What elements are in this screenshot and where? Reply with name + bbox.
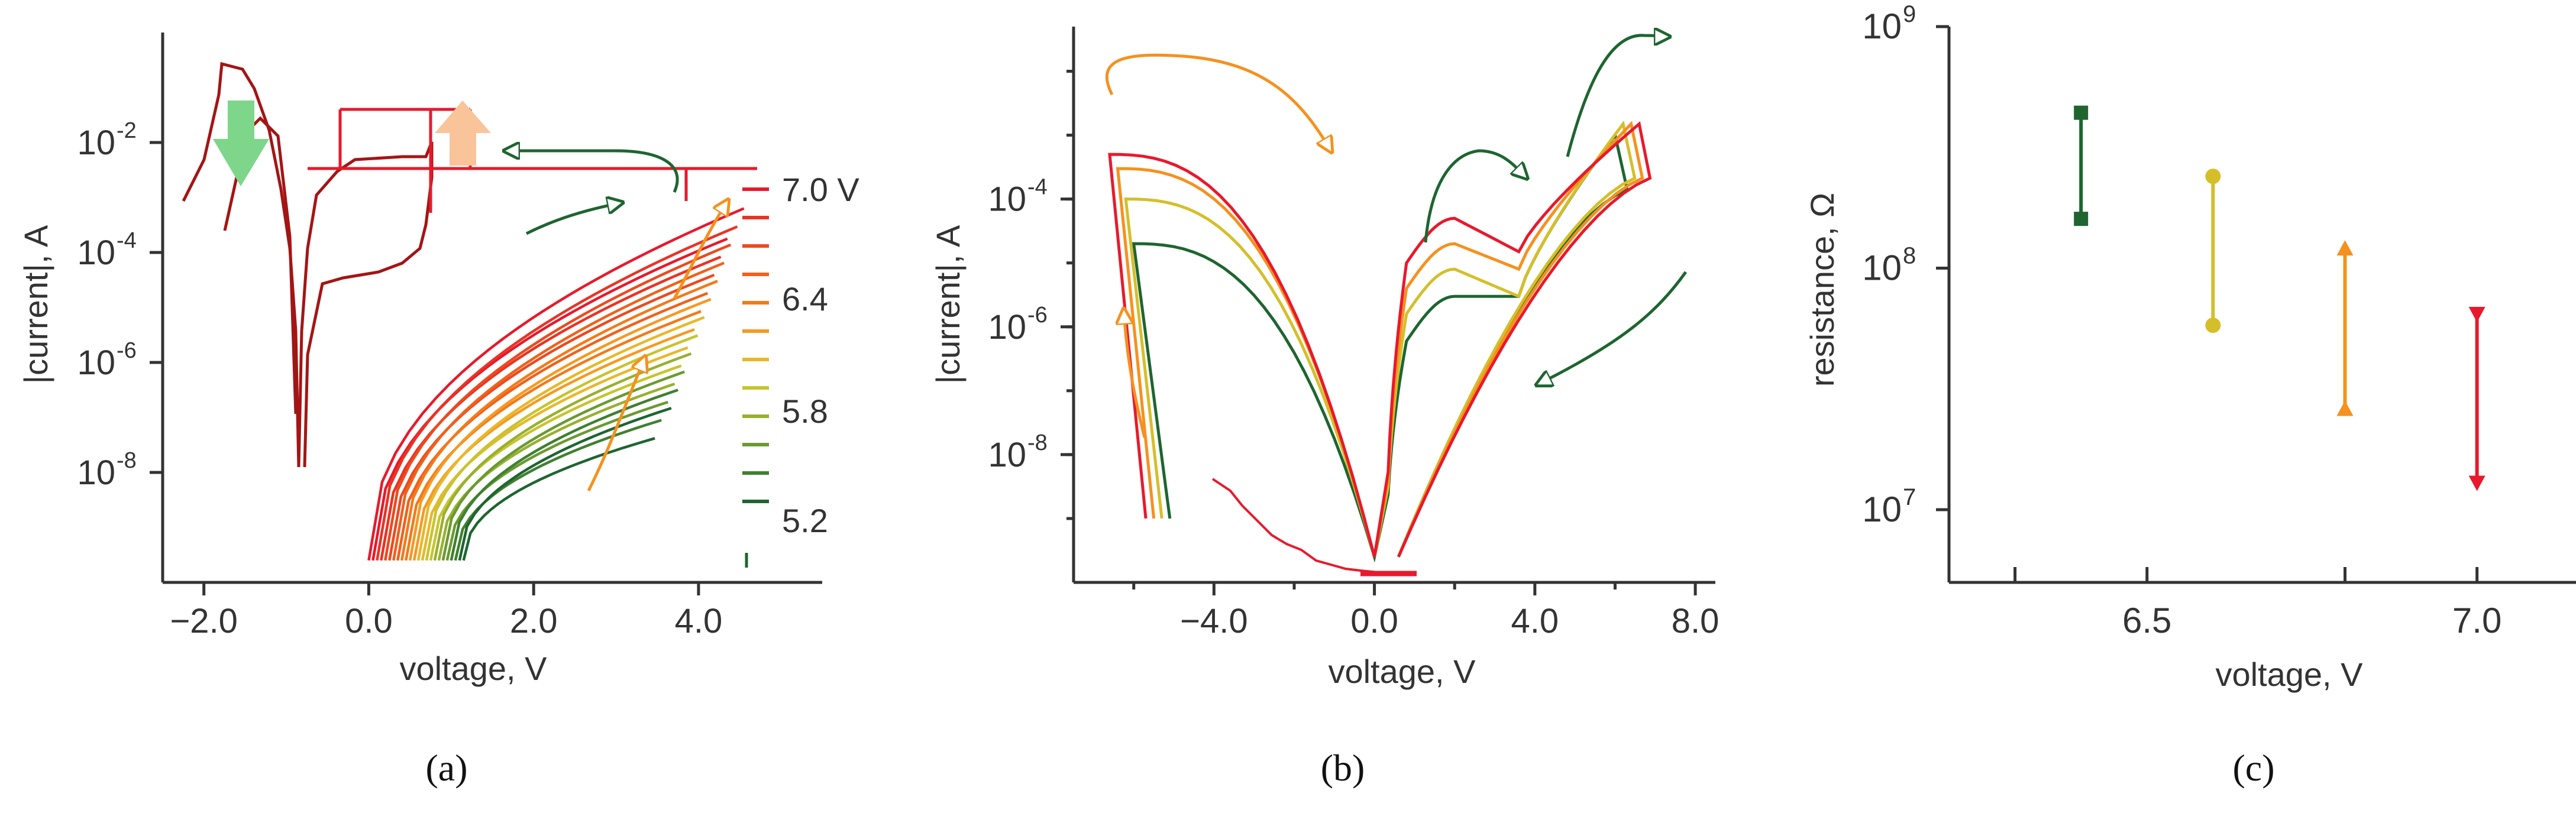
panel-b-iv-curve: [1116, 121, 1644, 558]
panel-a-reset-arrow: [213, 101, 269, 186]
panel-b-green-arrow-2: [1566, 35, 1668, 157]
panel-c-low-marker: [2336, 400, 2354, 416]
panel-a-iv-curve: [392, 261, 725, 561]
panel-b-green-arrow: [1424, 149, 1526, 243]
panel-b-ylabel: |current|, A: [929, 225, 967, 384]
panel-c-low-marker: [2468, 475, 2485, 491]
panel-a-set-arrow: [435, 101, 491, 166]
panel-c-xlabel: voltage, V: [2215, 656, 2363, 693]
panel-b: 10-810-610 -4−4.0 0.0 4.0 8.0 voltage, V |cu…: [929, 27, 1719, 789]
panel-b-curves: [1108, 120, 1652, 563]
panel-a-ytick-label: 10: [77, 124, 115, 162]
panel-c-high-marker: [2468, 306, 2485, 322]
panel-c-ytick-label: 10: [1862, 490, 1902, 529]
panel-a-green-arrow: [506, 151, 679, 193]
panel-b-ytick-label: 10: [988, 180, 1026, 219]
panel-b-ytick-exponent: -4: [1027, 175, 1048, 200]
panel-c-ytick-exponent: 8: [1903, 243, 1916, 269]
panel-c-ytick-exponent: 9: [1903, 1, 1916, 27]
panel-a-orange-arrow: [673, 201, 728, 300]
panel-a-colorbar: [742, 187, 769, 568]
panel-a-colorbar-label: 6.4: [782, 280, 828, 318]
panel-a-colorbar-label: 5.8: [782, 393, 828, 430]
panel-a-ytick-exponent: -4: [117, 228, 137, 253]
panel-b-iv-curve: [1124, 120, 1637, 558]
panel-a-set-reset-loop: [182, 61, 434, 468]
panel-a-ytick-label: 10: [77, 454, 115, 492]
panel-b-orange-arrow: [1105, 53, 1331, 151]
panel-a-iv-curve: [416, 316, 705, 561]
panel-b-xtick-label: 0.0: [1350, 602, 1398, 640]
panel-a-ytick-label: 10: [77, 234, 115, 272]
panel-a-xtick-label: −2.0: [170, 602, 238, 640]
panel-b-green-arrow-3: [1538, 271, 1688, 384]
panel-a-ticks: 10-810-610-410 -2−2.0 0.0 2.0 4.0: [77, 118, 722, 640]
panel-b-iv-curve: [1132, 131, 1629, 563]
panel-b-xlabel: voltage, V: [1328, 653, 1476, 690]
panel-a-iv-curve: [462, 437, 655, 561]
panel-a-colorbar-label: 5.2: [782, 502, 828, 539]
panel-b-ytick-exponent: -8: [1027, 430, 1048, 455]
panel-a-xtick-label: 0.0: [345, 602, 393, 640]
panel-b-caption: (b): [1321, 747, 1365, 789]
panel-c-high-marker: [2205, 169, 2221, 184]
panel-a-ylabel: |current|, A: [17, 225, 54, 384]
panel-c-high-marker: [2074, 105, 2089, 120]
panel-a-iv-curve: [454, 419, 662, 561]
panel-a-iv-curve: [441, 370, 685, 561]
panel-c-ylabel: resistance, Ω: [1803, 193, 1841, 387]
panel-a-iv-curve: [408, 298, 712, 561]
panel-c-ytick-label: 10: [1862, 7, 1902, 46]
panel-a-ytick-exponent: -6: [117, 338, 137, 363]
panel-a-xtick-label: 2.0: [510, 602, 558, 640]
panel-a-green-arrow-2: [525, 203, 621, 235]
panel-b-xtick-label: −4.0: [1180, 602, 1248, 640]
panel-c-low-marker: [2074, 212, 2089, 226]
panel-c-xtick-label: 7.0: [2452, 601, 2501, 640]
panel-a-colorbar-label: 7.0 V: [782, 171, 859, 208]
panel-b-ytick-label: 10: [988, 436, 1026, 474]
panel-b-xtick-label: 4.0: [1511, 602, 1559, 640]
panel-a-curves: [367, 207, 745, 561]
panel-c-low-marker: [2205, 318, 2221, 333]
panel-b-iv-curve: [1108, 121, 1652, 558]
panel-a-iv-curve: [367, 207, 745, 561]
panel-a-iv-curve: [450, 388, 678, 561]
panel-b-ytick-label: 10: [988, 308, 1026, 346]
panel-a-iv-curve: [400, 280, 718, 561]
panel-b-ticks: 10-810-610 -4−4.0 0.0 4.0 8.0: [988, 70, 1720, 640]
panel-a-xlabel: voltage, V: [399, 650, 547, 687]
panel-a-xtick-label: 4.0: [675, 602, 723, 640]
panel-c-ytick-exponent: 7: [1903, 484, 1916, 510]
panel-c-caption: (c): [2232, 747, 2274, 789]
panel-a-caption: (a): [425, 747, 467, 789]
panel-a-ytick-exponent: -2: [117, 118, 137, 143]
panel-c-ytick-label: 10: [1862, 248, 1902, 288]
panel-b-ytick-exponent: -6: [1027, 303, 1048, 328]
panel-a-ytick-exponent: -8: [117, 448, 137, 473]
panel-a-ytick-label: 10: [77, 344, 115, 382]
panel-b-orange-arrow-2: [1124, 310, 1146, 438]
panel-a-iv-curve: [425, 334, 699, 561]
panel-a: 7.0 V 6.4 5.8 5.2 10-810-610-410 -2−2.0 0.…: [17, 33, 859, 789]
panel-b-xtick-label: 8.0: [1672, 602, 1720, 640]
panel-c-points: [2074, 105, 2485, 491]
panel-c-high-marker: [2336, 240, 2354, 256]
panel-a-iv-curve: [376, 225, 738, 561]
panel-a-iv-curve: [458, 407, 672, 561]
panel-c-xtick-label: 6.5: [2122, 601, 2171, 640]
panel-a-iv-curve: [384, 243, 732, 561]
panel-a-orange-arrow-2: [587, 358, 645, 492]
